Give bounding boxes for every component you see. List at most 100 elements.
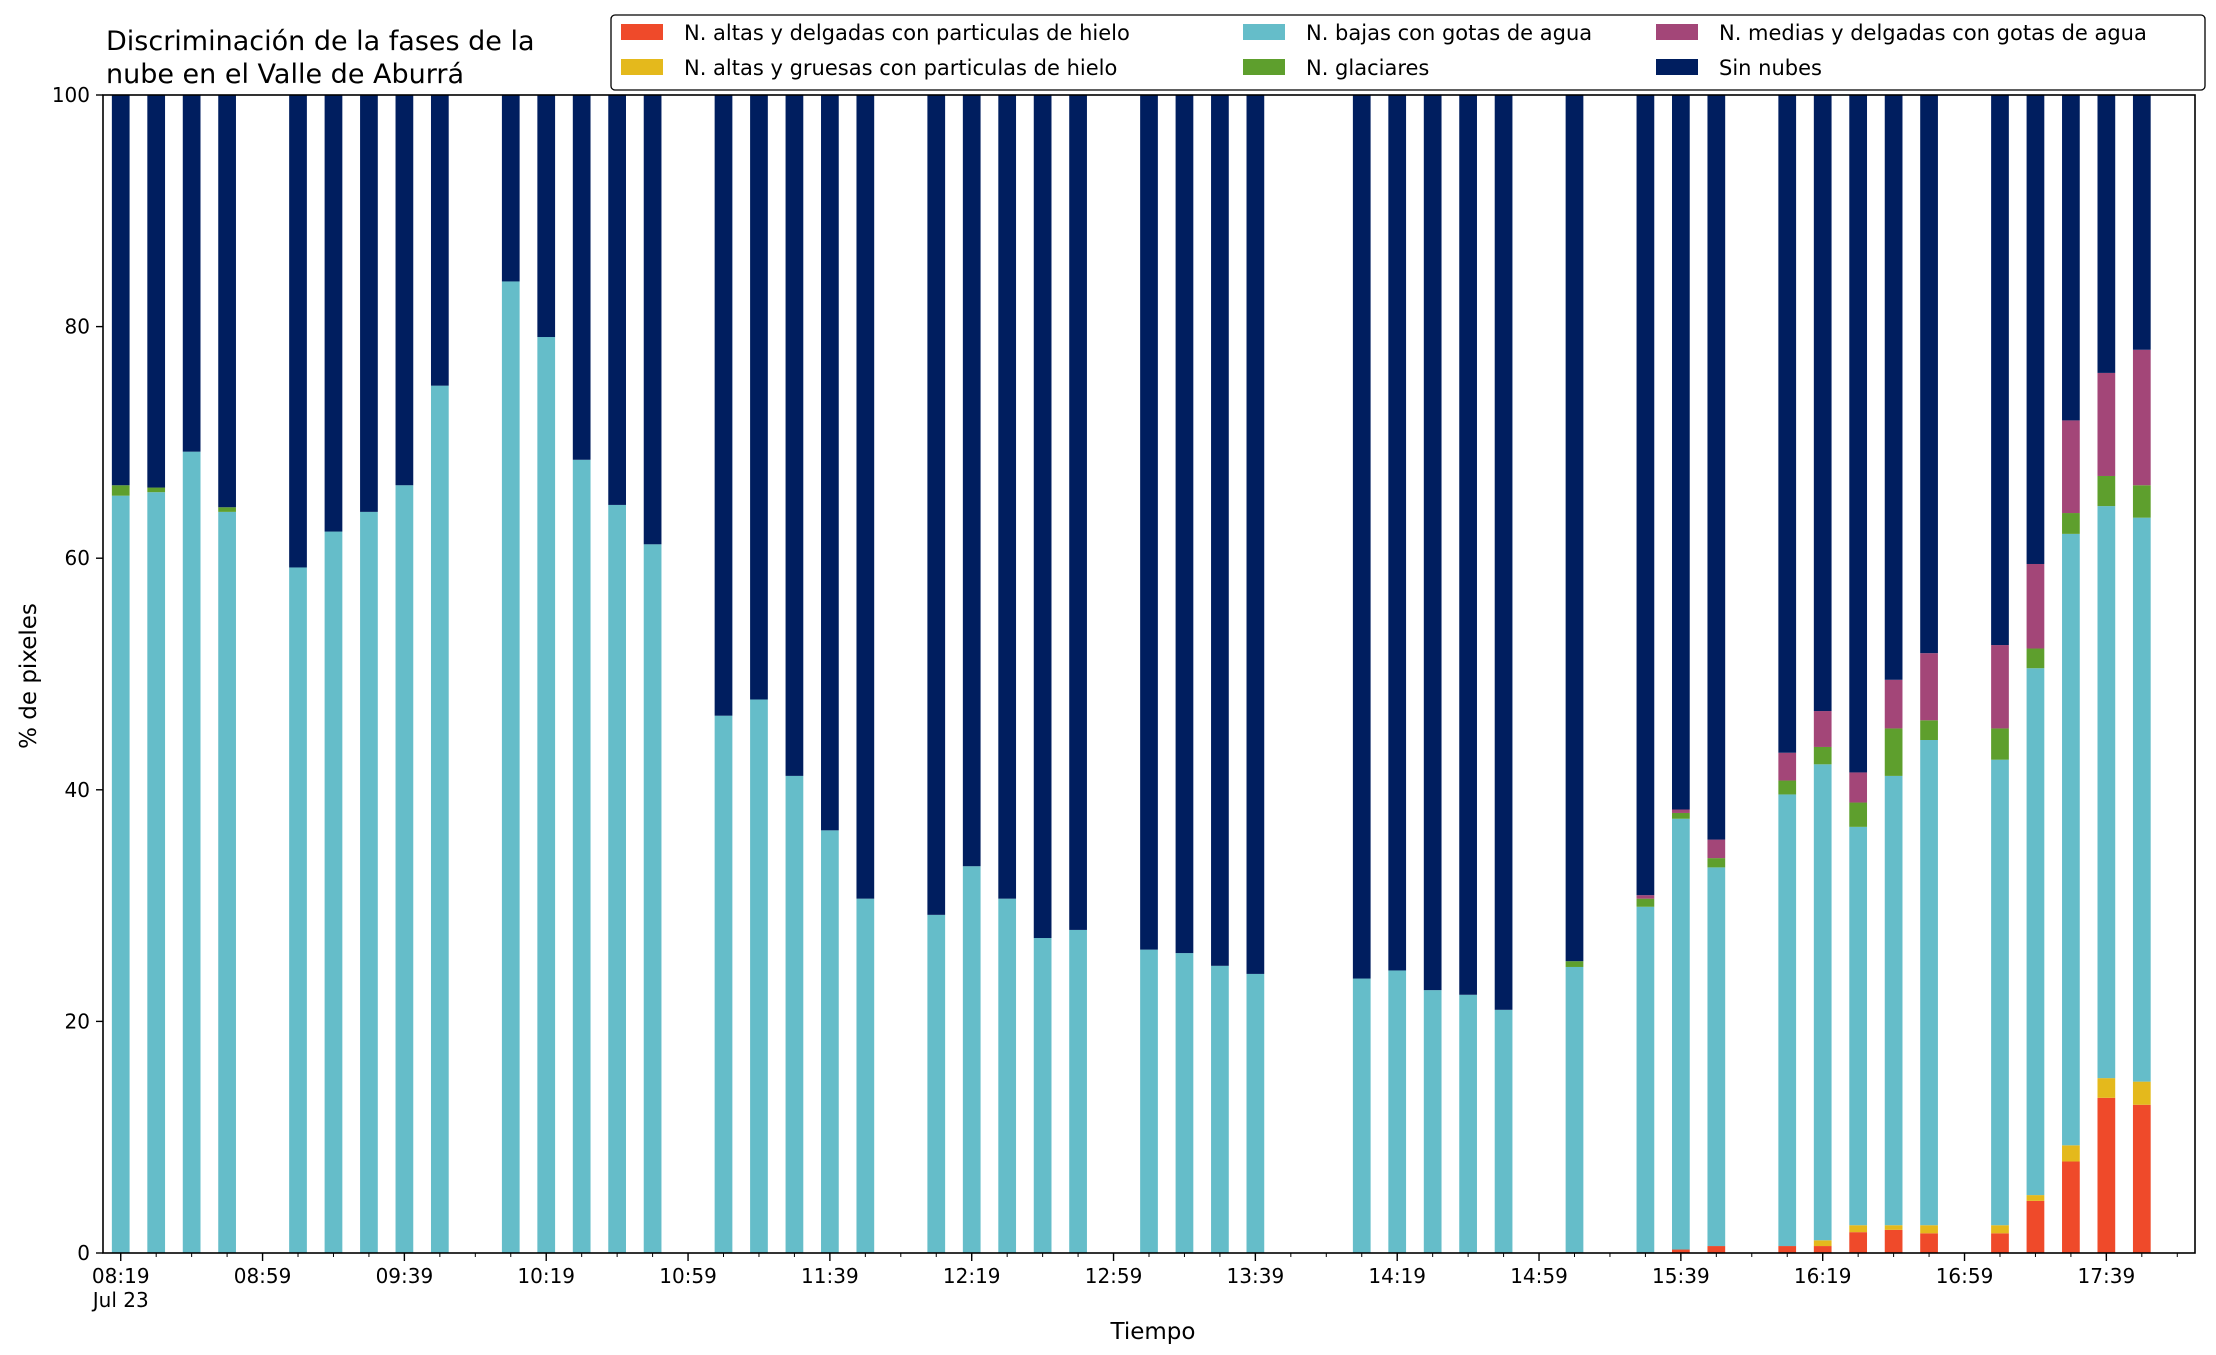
bar-segment-sin_nubes [289, 95, 307, 568]
bar-segment-alta_delgada [1707, 1246, 1726, 1253]
bar-segment-sin_nubes [1884, 95, 1903, 680]
y-tick-label: 60 [65, 546, 90, 570]
x-tick-label: 15:39 [1652, 1264, 1710, 1288]
bar-segment-sin_nubes [643, 95, 662, 545]
legend-label: N. altas y delgadas con particulas de hi… [684, 21, 1130, 45]
bar-segment-baja_agua [1494, 1009, 1513, 1253]
bar-segment-baja_agua [1175, 953, 1194, 1253]
bar-segment-sin_nubes [1211, 95, 1229, 966]
bar-segment-sin_nubes [1140, 95, 1158, 950]
bar-segment-glaciar [1991, 728, 2009, 760]
bar-segment-glaciar [2062, 513, 2080, 534]
bar-segment-baja_agua [289, 567, 307, 1253]
y-tick-label: 100 [52, 83, 90, 107]
bar-segment-baja_agua [1672, 818, 1690, 1250]
bar-segment-media_delgada [1813, 711, 1832, 747]
bar-segment-baja_agua [750, 699, 768, 1253]
bar-segment-sin_nubes [1672, 95, 1690, 810]
bar-segment-alta_gruesa [1849, 1225, 1868, 1233]
bar-segment-sin_nubes [501, 95, 520, 282]
bar-segment-baja_agua [2097, 506, 2116, 1079]
bar-segment-sin_nubes [1849, 95, 1868, 773]
bar-segment-baja_agua [1778, 794, 1797, 1247]
legend-swatch [1656, 59, 1698, 75]
bar-segment-sin_nubes [1565, 95, 1584, 962]
legend-label: N. bajas con gotas de agua [1306, 21, 1592, 45]
bar-segment-glaciar [111, 485, 130, 496]
bar-segment-baja_agua [324, 531, 343, 1253]
bar-segment-sin_nubes [1920, 95, 1938, 654]
bar-segment-sin_nubes [324, 95, 343, 532]
x-tick-label: 08:19 [92, 1264, 150, 1288]
x-tick-label: 14:19 [1368, 1264, 1426, 1288]
bar-segment-baja_agua [1069, 929, 1087, 1253]
bar-segment-glaciar [1707, 858, 1726, 868]
x-tick-label: 16:19 [1794, 1264, 1852, 1288]
bar-segment-sin_nubes [1423, 95, 1442, 991]
bar-segment-glaciar [218, 507, 236, 512]
x-tick-label: 10:19 [517, 1264, 575, 1288]
bar-segment-sin_nubes [1246, 95, 1265, 974]
bar-segment-sin_nubes [1175, 95, 1194, 954]
bar-segment-alta_delgada [1884, 1229, 1903, 1253]
bar-segment-media_delgada [2097, 372, 2116, 476]
bar-segment-alta_delgada [2062, 1161, 2080, 1253]
bar-segment-baja_agua [1033, 938, 1052, 1253]
bar-segment-alta_delgada [2026, 1200, 2045, 1253]
bar-segment-baja_agua [2062, 533, 2080, 1146]
bar-segment-alta_gruesa [2062, 1145, 2080, 1162]
bar-segment-sin_nubes [750, 95, 768, 700]
bar-segment-sin_nubes [430, 95, 449, 386]
bar-segment-baja_agua [1459, 994, 1477, 1253]
bar-segment-baja_agua [962, 866, 981, 1253]
bar-segment-sin_nubes [1069, 95, 1087, 930]
y-tick-label: 0 [77, 1241, 90, 1265]
bar-segment-baja_agua [1636, 906, 1655, 1253]
bar-segment-baja_agua [785, 775, 804, 1253]
bar-segment-media_delgada [1672, 809, 1690, 813]
bar-segment-baja_agua [1707, 867, 1726, 1247]
y-axis-label: % de pixeles [16, 603, 42, 749]
bar-segment-glaciar [1672, 812, 1690, 819]
y-tick-label: 20 [65, 1009, 90, 1033]
bar-segment-alta_gruesa [1884, 1225, 1903, 1230]
legend-label: N. glaciares [1306, 56, 1429, 80]
bar-segment-baja_agua [537, 337, 556, 1253]
bar-segment-sin_nubes [147, 95, 166, 488]
bar-segment-baja_agua [2132, 517, 2151, 1082]
legend-label: Sin nubes [1719, 56, 1822, 80]
legend-swatch [1243, 59, 1285, 75]
bar-segment-alta_delgada [2132, 1104, 2151, 1253]
bar-segment-alta_delgada [1991, 1233, 2009, 1253]
bar-segment-sin_nubes [395, 95, 414, 486]
legend-label: N. medias y delgadas con gotas de agua [1719, 21, 2147, 45]
bar-segment-media_delgada [2062, 420, 2080, 514]
bar-segment-baja_agua [572, 459, 591, 1253]
bar-segment-baja_agua [821, 830, 839, 1253]
x-tick-label: 13:39 [1227, 1264, 1285, 1288]
bar-segment-alta_gruesa [1991, 1225, 2009, 1234]
bar-segment-glaciar [1920, 720, 1938, 741]
bar-segment-baja_agua [1920, 740, 1938, 1226]
bar-segment-alta_delgada [1778, 1246, 1797, 1253]
x-tick-label: 12:19 [943, 1264, 1001, 1288]
legend-swatch [621, 24, 663, 40]
x-tick-label: 12:59 [1085, 1264, 1143, 1288]
bar-segment-glaciar [1813, 746, 1832, 765]
bar-segment-baja_agua [182, 451, 201, 1253]
bar-segment-sin_nubes [2026, 95, 2045, 564]
bar-segment-sin_nubes [111, 95, 130, 486]
bar-segment-sin_nubes [856, 95, 875, 899]
bar-segment-sin_nubes [821, 95, 839, 831]
chart-title-line-2: nube en el Valle de Aburrá [106, 59, 464, 90]
bar-segment-sin_nubes [182, 95, 201, 452]
x-tick-label: 14:59 [1510, 1264, 1568, 1288]
y-tick-label: 40 [65, 778, 90, 802]
y-tick-label: 80 [65, 315, 90, 339]
bar-segment-baja_agua [1388, 970, 1407, 1253]
bar-segment-sin_nubes [714, 95, 733, 716]
chart-title-line-1: Discriminación de la fases de la [106, 26, 535, 57]
bar-segment-media_delgada [1778, 752, 1797, 781]
bar-segment-baja_agua [147, 492, 166, 1253]
bar-segment-sin_nubes [218, 95, 236, 508]
